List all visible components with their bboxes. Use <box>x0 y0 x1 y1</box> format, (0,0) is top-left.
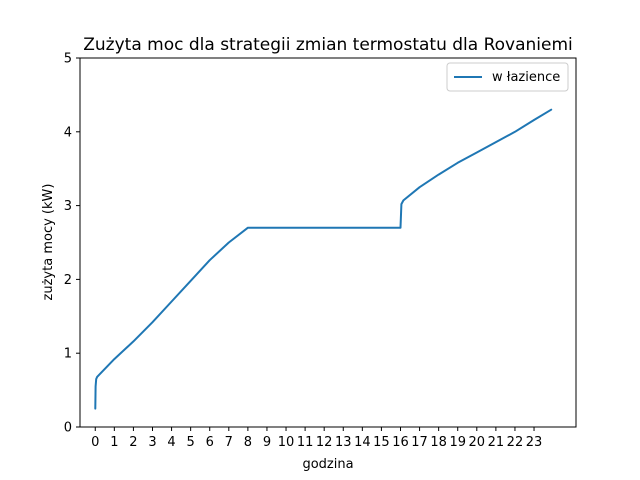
x-tick-label: 23 <box>526 435 543 450</box>
x-tick-label: 5 <box>187 435 195 450</box>
x-tick-label: 14 <box>354 435 371 450</box>
x-tick-label: 12 <box>316 435 333 450</box>
y-tick-label: 5 <box>64 52 72 67</box>
y-tick-label: 4 <box>64 125 72 140</box>
x-tick-label: 1 <box>110 435 118 450</box>
x-tick-label: 11 <box>297 435 314 450</box>
x-tick-label: 6 <box>206 435 214 450</box>
plot-area <box>79 57 577 428</box>
x-tick-label: 20 <box>469 435 486 450</box>
x-tick-label: 16 <box>392 435 409 450</box>
x-tick-label: 8 <box>244 435 252 450</box>
x-tick-label: 3 <box>148 435 156 450</box>
x-tick-label: 15 <box>373 435 390 450</box>
series-group <box>94 108 553 410</box>
y-tick-label: 0 <box>64 421 72 436</box>
x-tick-label: 13 <box>335 435 352 450</box>
y-tick-label: 2 <box>64 273 72 288</box>
x-tick-label: 7 <box>225 435 233 450</box>
x-tick-label: 21 <box>488 435 505 450</box>
legend-label: w łazience <box>492 70 560 85</box>
legend-frame <box>446 62 569 92</box>
x-tick-label: 10 <box>278 435 295 450</box>
y-tick-label: 3 <box>64 199 72 214</box>
series-line-0 <box>94 108 553 410</box>
x-axis-label: godzina <box>302 457 353 472</box>
axes-frame <box>79 57 577 428</box>
chart-title: Zużyta moc dla strategii zmian termostat… <box>83 35 573 55</box>
x-tick-label: 9 <box>263 435 271 450</box>
x-tick-label: 17 <box>411 435 428 450</box>
y-axis-ticks: 0 1 2 3 4 5 <box>64 52 80 436</box>
legend: w łazience <box>446 62 569 92</box>
x-tick-label: 18 <box>430 435 447 450</box>
x-tick-label: 2 <box>129 435 137 450</box>
y-axis-label: zużyta mocy (kW) <box>41 184 56 301</box>
y-tick-label: 1 <box>64 347 72 362</box>
x-tick-label: 19 <box>449 435 466 450</box>
x-axis-ticks: 0 1 2 3 4 5 6 7 8 9 10 11 12 13 14 15 16 17 18 19 20 21 22 23 <box>91 427 542 450</box>
x-tick-label: 0 <box>91 435 99 450</box>
x-tick-label: 4 <box>167 435 175 450</box>
x-tick-label: 22 <box>507 435 524 450</box>
